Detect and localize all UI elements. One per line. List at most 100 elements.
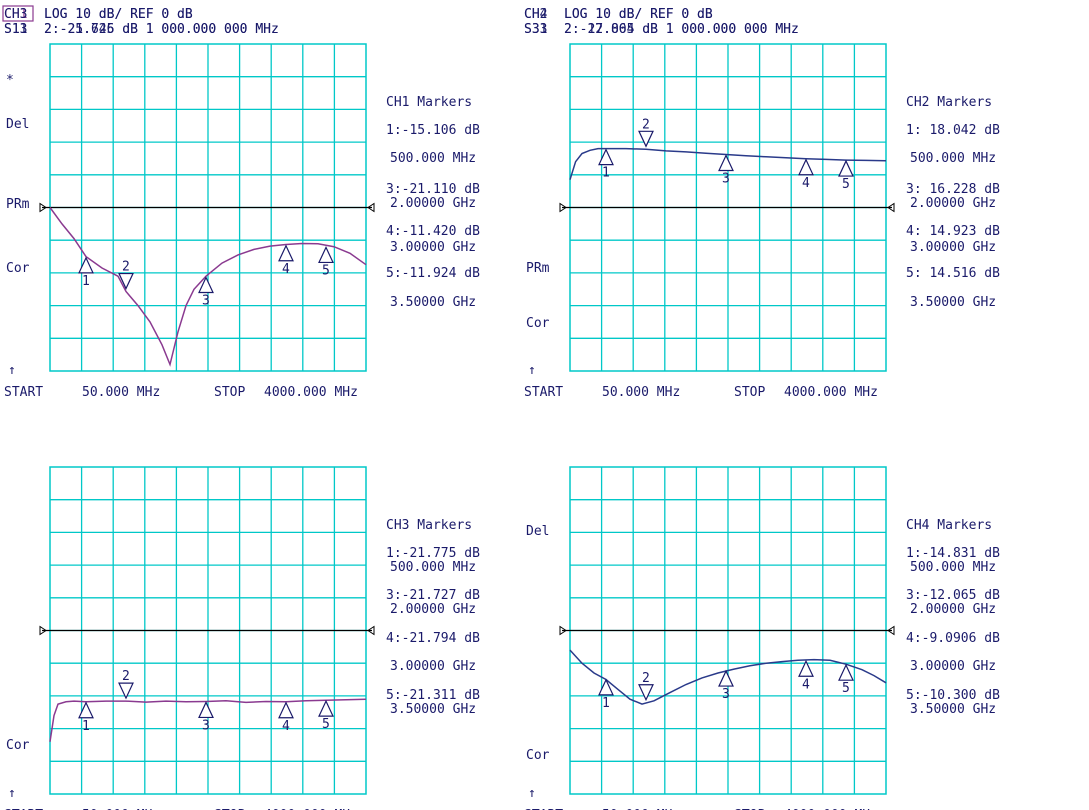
marker-number: 4 [282,719,290,734]
marker-triangle [318,245,334,264]
marker-5: 5 [318,699,334,732]
stop-value: 4000.000 MHz [784,385,878,400]
stop-label: STOP [214,385,245,400]
marker-number: 3 [202,718,210,733]
reference-pointer-left [559,202,567,213]
marker-readout-frequency: 500.000 MHz [910,560,996,575]
marker-2: 2 [638,117,654,148]
marker-triangle [838,663,854,681]
marker-3: 3 [198,276,214,308]
marker-triangle [598,678,614,696]
active-channel-box [2,5,34,22]
panel-ch4: CH4 LOG 10 dB/ REF 0 dB S33 2:-22.064 dB 1 … [524,7,1000,810]
panel-ch2: CH2 LOG 10 dB/ REF 0 dB S31 2: 17.805 dB 1 … [524,7,1000,400]
stop-value: 4000.000 MHz [264,808,358,810]
marker-readout-frequency: 3.50000 GHz [390,295,476,310]
marker-triangle [198,701,214,719]
up-arrow-icon: ↑ [528,786,536,801]
start-label: START [4,385,43,400]
marker-triangle [638,684,654,702]
reference-pointer-left [559,625,567,636]
up-arrow-icon: ↑ [528,363,536,378]
marker-5: 5 [838,159,854,192]
active-marker-readout: 2:-21.626 dB 1 000.000 000 MHz [44,22,279,37]
marker-triangle [798,659,814,677]
marker-readout-value: 1:-15.106 dB [386,123,480,138]
marker-readout-value: 4:-9.0906 dB [906,631,1000,646]
marker-triangle [718,669,734,687]
marker-readout-frequency: 2.00000 GHz [910,196,996,211]
marker-readout-value: 4:-11.420 dB [386,224,480,239]
channel-label: CH2 [524,7,547,22]
panel-ch3: CH3 LOG 10 dB/ REF 0 dB S13 2:-21.626 dB 1 … [4,7,480,810]
marker-number: 1 [602,696,610,711]
marker-3: 3 [718,154,734,187]
marker-number: 3 [202,293,210,308]
reference-pointer-right [887,202,895,213]
format-scale-ref: LOG 10 dB/ REF 0 dB [564,7,713,22]
active-marker-readout: 2:-25.745 dB 1 000.000 000 MHz [44,22,279,37]
reference-pointer-right [367,202,375,213]
reference-pointer-left [39,202,47,213]
marker-number: 3 [722,172,730,187]
sparameter-label: S11 [4,22,27,37]
marker-triangle [78,701,94,719]
marker-readout-value: 5:-10.300 dB [906,688,1000,703]
marker-number: 4 [802,176,810,191]
marker-triangle [718,154,734,172]
up-arrow-icon: ↑ [8,363,16,378]
stop-label: STOP [734,808,765,810]
marker-number: 2 [642,671,650,686]
marker-readout-frequency: 2.00000 GHz [910,602,996,617]
marker-2: 2 [118,669,134,700]
marker-4: 4 [798,158,814,191]
start-value: 50.000 MHz [602,385,680,400]
marker-readout-value: 5:-21.311 dB [386,688,480,703]
stop-value: 4000.000 MHz [264,385,358,400]
trace-line [569,147,887,180]
side-label-star: * [6,73,14,88]
marker-number: 5 [842,681,850,696]
marker-triangle [118,272,134,290]
marker-3: 3 [198,701,214,733]
active-marker-readout: 2: 17.805 dB 1 000.000 000 MHz [564,22,799,37]
marker-number: 5 [322,263,330,278]
marker-5: 5 [318,245,334,278]
marker-5: 5 [838,663,854,696]
side-label-cor: Cor [526,748,550,763]
marker-number: 4 [282,262,290,277]
reference-pointer-right [887,625,895,636]
stop-label: STOP [214,808,245,810]
side-label-del: Del [526,524,549,539]
marker-readout-value: 3: 16.228 dB [906,182,1000,197]
channel-label: CH3 [4,7,27,22]
sparameter-label: S33 [524,22,547,37]
marker-triangle [278,701,294,719]
side-label-cor: Cor [526,316,550,331]
marker-triangle [198,276,214,294]
marker-readout-value: 1: 18.042 dB [906,123,1000,138]
markers-table-title: CH3 Markers [386,518,472,533]
marker-triangle [838,159,854,177]
stop-value: 4000.000 MHz [784,808,878,810]
reference-pointer-left [39,625,47,636]
marker-readout-value: 1:-21.775 dB [386,546,480,561]
marker-readout-frequency: 3.50000 GHz [910,295,996,310]
marker-readout-frequency: 2.00000 GHz [390,602,476,617]
trace-line [569,649,887,705]
marker-readout-value: 5: 14.516 dB [906,266,1000,281]
marker-readout-frequency: 500.000 MHz [910,151,996,166]
side-label-del: Del [6,117,29,132]
marker-number: 3 [722,687,730,702]
trace-line [49,698,367,742]
marker-number: 1 [602,166,610,181]
sparameter-label: S31 [524,22,547,37]
start-value: 50.000 MHz [602,808,680,810]
markers-table-title: CH2 Markers [906,95,992,110]
marker-readout-value: 5:-11.924 dB [386,266,480,281]
marker-readout-frequency: 500.000 MHz [390,151,476,166]
marker-2: 2 [638,671,654,702]
marker-number: 2 [122,669,130,684]
marker-readout-frequency: 3.50000 GHz [910,702,996,717]
